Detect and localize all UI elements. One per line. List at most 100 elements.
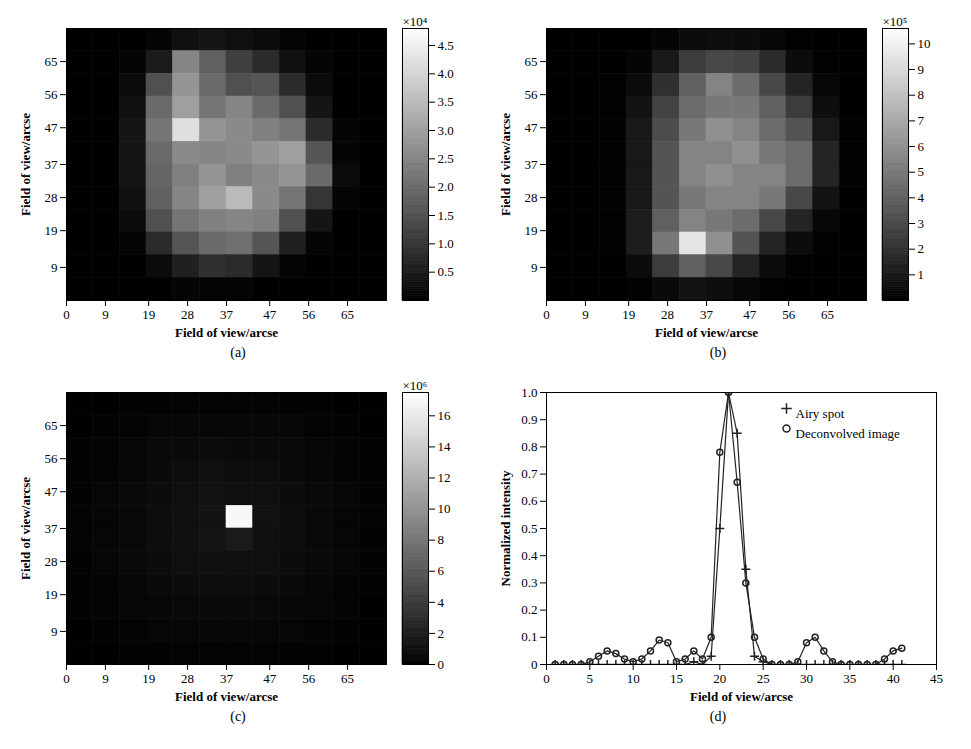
svg-text:37: 37 xyxy=(45,521,59,536)
svg-text:9: 9 xyxy=(102,671,109,686)
svg-text:0: 0 xyxy=(63,671,70,686)
svg-text:9: 9 xyxy=(51,260,58,275)
svg-text:2.0: 2.0 xyxy=(438,179,454,194)
svg-text:28: 28 xyxy=(181,671,194,686)
svg-text:8: 8 xyxy=(918,87,925,102)
svg-text:10: 10 xyxy=(438,501,451,516)
svg-text:1.0: 1.0 xyxy=(521,385,537,400)
svg-text:6: 6 xyxy=(438,563,445,578)
svg-text:0.9: 0.9 xyxy=(521,412,537,427)
svg-text:56: 56 xyxy=(45,451,59,466)
svg-text:0.5: 0.5 xyxy=(521,521,537,536)
svg-text:9: 9 xyxy=(918,62,925,77)
svg-text:19: 19 xyxy=(622,307,635,322)
svg-text:0.2: 0.2 xyxy=(521,602,537,617)
svg-text:56: 56 xyxy=(525,87,539,102)
svg-text:56: 56 xyxy=(782,307,796,322)
svg-text:28: 28 xyxy=(45,554,58,569)
svg-text:0: 0 xyxy=(531,657,538,672)
svg-text:0.1: 0.1 xyxy=(521,629,537,644)
svg-text:45: 45 xyxy=(930,671,943,686)
svg-text:28: 28 xyxy=(661,307,674,322)
svg-text:37: 37 xyxy=(220,671,234,686)
svg-text:×10⁵: ×10⁵ xyxy=(883,14,908,29)
svg-text:65: 65 xyxy=(45,54,58,69)
svg-text:47: 47 xyxy=(525,120,539,135)
svg-text:Normalized intensity: Normalized intensity xyxy=(498,470,513,586)
svg-text:0: 0 xyxy=(438,657,445,672)
svg-text:0.8: 0.8 xyxy=(521,439,537,454)
svg-text:65: 65 xyxy=(45,418,58,433)
svg-text:56: 56 xyxy=(302,307,316,322)
svg-text:Airy spot: Airy spot xyxy=(796,406,845,421)
svg-text:6: 6 xyxy=(918,139,925,154)
svg-text:×10⁶: ×10⁶ xyxy=(403,378,428,393)
svg-text:Field of view/arcse: Field of view/arcse xyxy=(18,477,33,580)
svg-text:16: 16 xyxy=(438,408,452,423)
svg-text:28: 28 xyxy=(181,307,194,322)
svg-text:56: 56 xyxy=(45,87,59,102)
svg-text:19: 19 xyxy=(45,587,58,602)
svg-text:10: 10 xyxy=(627,671,640,686)
svg-text:37: 37 xyxy=(700,307,714,322)
svg-text:10: 10 xyxy=(918,36,931,51)
svg-text:0.3: 0.3 xyxy=(521,575,537,590)
svg-text:25: 25 xyxy=(757,671,770,686)
svg-text:0: 0 xyxy=(543,307,550,322)
svg-text:Field of view/arcse: Field of view/arcse xyxy=(498,113,513,216)
svg-text:Field of view/arcse: Field of view/arcse xyxy=(690,689,793,704)
svg-text:47: 47 xyxy=(743,307,757,322)
svg-text:9: 9 xyxy=(51,624,58,639)
svg-text:5: 5 xyxy=(918,164,925,179)
svg-text:19: 19 xyxy=(142,307,155,322)
svg-text:0.5: 0.5 xyxy=(438,264,454,279)
svg-text:0.6: 0.6 xyxy=(521,493,538,508)
svg-text:1: 1 xyxy=(918,267,925,282)
svg-text:15: 15 xyxy=(670,671,683,686)
svg-text:Field of view/arcse: Field of view/arcse xyxy=(175,689,278,704)
svg-text:65: 65 xyxy=(821,307,834,322)
svg-text:Field of view/arcse: Field of view/arcse xyxy=(175,325,278,340)
svg-text:3: 3 xyxy=(918,216,925,231)
svg-text:35: 35 xyxy=(843,671,856,686)
svg-text:19: 19 xyxy=(142,671,155,686)
svg-text:20: 20 xyxy=(713,671,726,686)
svg-text:47: 47 xyxy=(263,307,277,322)
svg-text:47: 47 xyxy=(45,120,59,135)
svg-text:1.0: 1.0 xyxy=(438,236,454,251)
svg-text:4: 4 xyxy=(438,594,445,609)
svg-text:3.5: 3.5 xyxy=(438,94,454,109)
svg-text:2.5: 2.5 xyxy=(438,151,454,166)
svg-text:28: 28 xyxy=(45,190,58,205)
svg-text:5: 5 xyxy=(587,671,594,686)
svg-text:65: 65 xyxy=(341,307,354,322)
svg-text:37: 37 xyxy=(45,157,59,172)
svg-text:3.0: 3.0 xyxy=(438,123,454,138)
svg-text:7: 7 xyxy=(918,113,925,128)
svg-text:9: 9 xyxy=(582,307,589,322)
svg-text:0.4: 0.4 xyxy=(521,548,538,563)
svg-text:12: 12 xyxy=(438,470,451,485)
svg-text:Deconvolved image: Deconvolved image xyxy=(796,426,901,441)
svg-text:28: 28 xyxy=(525,190,538,205)
svg-text:0: 0 xyxy=(543,671,550,686)
svg-text:47: 47 xyxy=(45,484,59,499)
svg-text:4: 4 xyxy=(918,190,925,205)
svg-text:9: 9 xyxy=(102,307,109,322)
svg-text:0: 0 xyxy=(63,307,70,322)
svg-text:2: 2 xyxy=(438,626,445,641)
svg-text:Field of view/arcse: Field of view/arcse xyxy=(18,113,33,216)
svg-text:37: 37 xyxy=(525,157,539,172)
svg-text:47: 47 xyxy=(263,671,277,686)
svg-text:19: 19 xyxy=(45,223,58,238)
svg-text:×10⁴: ×10⁴ xyxy=(403,14,428,29)
svg-text:9: 9 xyxy=(531,260,538,275)
svg-text:4.5: 4.5 xyxy=(438,38,454,53)
svg-text:1.5: 1.5 xyxy=(438,208,454,223)
svg-text:65: 65 xyxy=(341,671,354,686)
svg-text:30: 30 xyxy=(800,671,813,686)
svg-text:56: 56 xyxy=(302,671,316,686)
svg-text:8: 8 xyxy=(438,532,445,547)
svg-text:4.0: 4.0 xyxy=(438,66,454,81)
svg-text:65: 65 xyxy=(525,54,538,69)
